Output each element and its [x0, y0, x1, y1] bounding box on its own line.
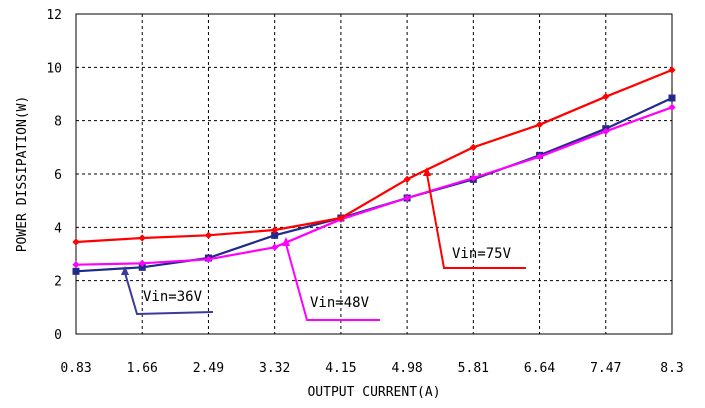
y-tick-labels: 0 2 4 6 8 10 12: [46, 8, 62, 343]
x-tick-label: 7.47: [590, 361, 621, 376]
annotation-vin-36v: Vin=36V: [121, 266, 214, 316]
data-point: [271, 226, 279, 234]
annotation-arrowhead: [121, 266, 129, 275]
data-point: [72, 267, 80, 275]
annotation-pointer: [124, 272, 214, 316]
data-point: [403, 194, 411, 202]
data-point: [138, 259, 146, 267]
series-layer: [72, 66, 676, 275]
x-tick-label: 3.32: [259, 361, 290, 376]
x-tick-label: 1.66: [127, 361, 158, 376]
data-point: [535, 153, 544, 161]
series-line: [75, 106, 673, 266]
y-tick-label: 2: [54, 275, 62, 290]
data-point: [138, 263, 146, 271]
data-point: [337, 214, 345, 222]
x-tick-label: 5.81: [458, 361, 489, 376]
data-point: [403, 175, 411, 183]
y-axis-title: POWER DISSIPATION(W): [15, 96, 30, 253]
annotation-label: Vin=36V: [143, 289, 203, 305]
annotation-arrowhead: [423, 167, 431, 176]
y-tick-label: 8: [54, 115, 62, 130]
annotation-vin-75v: Vin=75V: [423, 167, 526, 269]
series-vin-75v: [72, 66, 676, 246]
annotation-pointer: [426, 173, 526, 269]
x-tick-label: 4.15: [325, 361, 356, 376]
annotation-layer: Vin=36V Vin=48V Vin=75V: [121, 167, 526, 321]
x-tick-label: 2.49: [193, 361, 224, 376]
data-point: [668, 94, 676, 102]
data-point: [204, 231, 213, 239]
y-tick-label: 4: [54, 221, 62, 236]
x-tick-labels: 0.83 1.66 2.49 3.32 4.15 4.98 5.81 6.64 7.47 8.3: [60, 361, 683, 376]
annotation-vin-48v: Vin=48V: [282, 237, 380, 321]
data-point: [535, 121, 544, 129]
y-tick-label: 6: [54, 168, 62, 183]
data-point: [469, 143, 477, 151]
y-tick-label: 0: [54, 328, 62, 343]
data-point: [72, 261, 80, 269]
series-vin-48v: [72, 103, 676, 269]
annotation-arrowhead: [282, 237, 290, 246]
x-tick-label: 8.3: [660, 361, 683, 376]
annotation-label: Vin=48V: [310, 295, 370, 311]
data-point: [602, 93, 610, 101]
annotation-label: Vin=75V: [452, 246, 512, 262]
data-point: [668, 103, 676, 111]
data-point: [602, 127, 610, 135]
grid-lines: [76, 14, 672, 334]
data-point: [204, 255, 213, 263]
series-line: [75, 68, 673, 244]
y-tick-label: 12: [46, 8, 62, 23]
data-point: [271, 243, 279, 251]
x-tick-label: 4.98: [391, 361, 422, 376]
data-point: [72, 238, 80, 246]
annotation-pointer: [285, 243, 380, 321]
data-point: [138, 234, 146, 242]
y-tick-label: 10: [46, 61, 62, 76]
data-point: [271, 231, 279, 239]
x-tick-label: 6.64: [524, 361, 555, 376]
data-point: [469, 174, 477, 182]
x-axis-title: OUTPUT CURRENT(A): [307, 385, 440, 400]
plot-area: [75, 13, 673, 335]
data-point: [668, 66, 676, 74]
x-tick-label: 0.83: [60, 361, 91, 376]
